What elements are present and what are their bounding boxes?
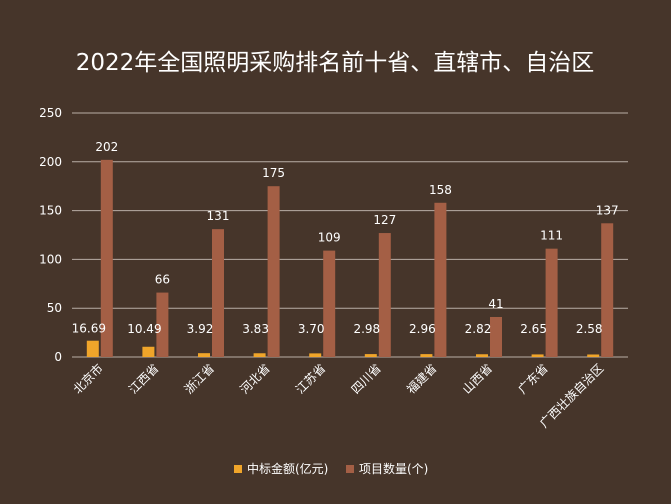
bar-amount	[253, 353, 266, 357]
data-label-amount: 2.82	[465, 322, 492, 336]
y-tick-label: 200	[39, 155, 62, 169]
bar-amount	[364, 354, 377, 357]
bar-amount	[142, 346, 155, 357]
data-label-count: 131	[207, 209, 230, 223]
bars	[86, 159, 614, 357]
bar-amount	[587, 354, 600, 357]
data-label-amount: 2.58	[576, 322, 603, 336]
x-tick-label: 江苏省	[293, 361, 328, 396]
y-tick-label: 0	[54, 350, 62, 364]
legend: 中标金额(亿元) 项目数量(个)	[234, 461, 428, 476]
data-label-amount: 16.69	[72, 322, 106, 336]
data-label-count: 109	[318, 231, 341, 245]
bar-count	[490, 316, 502, 357]
x-tick-label: 河北省	[237, 361, 272, 396]
bar-count	[545, 248, 558, 357]
data-label-count: 202	[95, 140, 118, 154]
x-tick-label: 福建省	[403, 361, 439, 397]
bar-count	[378, 233, 391, 357]
bar-amount	[198, 353, 210, 357]
data-label-amount: 2.65	[520, 322, 547, 336]
bar-count	[267, 186, 280, 357]
data-labels: 16.69 202 10.49 66 3.92 131 3.83 175 3.70 109 2.98…	[72, 140, 619, 336]
data-label-amount: 2.98	[353, 322, 380, 336]
data-label-count: 111	[540, 229, 563, 243]
bar-amount	[86, 340, 99, 357]
x-tick-label: 四川省	[349, 361, 384, 396]
data-label-count: 41	[488, 297, 503, 311]
data-label-count: 66	[155, 273, 170, 287]
data-label-amount: 2.96	[409, 322, 436, 336]
data-label-count: 158	[429, 183, 452, 197]
chart-title: 2022年全国照明采购排名前十省、直辖市、自治区	[76, 50, 595, 76]
data-label-amount: 3.92	[187, 322, 214, 336]
x-tick-label: 山西省	[460, 361, 495, 396]
y-tick-label: 50	[47, 301, 62, 315]
legend-swatch	[234, 465, 242, 473]
y-tick-label: 250	[39, 106, 62, 120]
bar-count	[323, 250, 336, 357]
data-label-count: 175	[262, 166, 285, 180]
bar-count	[601, 223, 614, 357]
data-label-amount: 10.49	[127, 322, 161, 336]
x-tick-label: 广东省	[515, 361, 550, 396]
bar-amount	[309, 353, 322, 357]
bar-count	[212, 229, 224, 357]
legend-swatch	[346, 465, 354, 473]
y-tick-label: 100	[39, 252, 62, 266]
bar-count	[434, 202, 447, 357]
legend-label: 项目数量(个)	[359, 461, 428, 476]
bar-amount	[476, 354, 488, 357]
bar-amount	[420, 354, 433, 357]
x-tick-label: 江西省	[126, 361, 161, 396]
data-label-count: 137	[596, 203, 619, 217]
y-tick-label: 150	[39, 204, 62, 218]
x-tick-label: 北京市	[70, 361, 106, 397]
bar-count	[100, 159, 113, 357]
bar-amount	[531, 354, 544, 357]
data-label-amount: 3.83	[242, 322, 269, 336]
legend-label: 中标金额(亿元)	[247, 461, 328, 476]
x-tick-label: 浙江省	[182, 361, 217, 396]
y-axis-ticks: 0 50 100 150 200 250	[39, 106, 62, 364]
bar-count	[156, 292, 169, 357]
data-label-amount: 3.70	[298, 322, 325, 336]
data-label-count: 127	[373, 213, 396, 227]
